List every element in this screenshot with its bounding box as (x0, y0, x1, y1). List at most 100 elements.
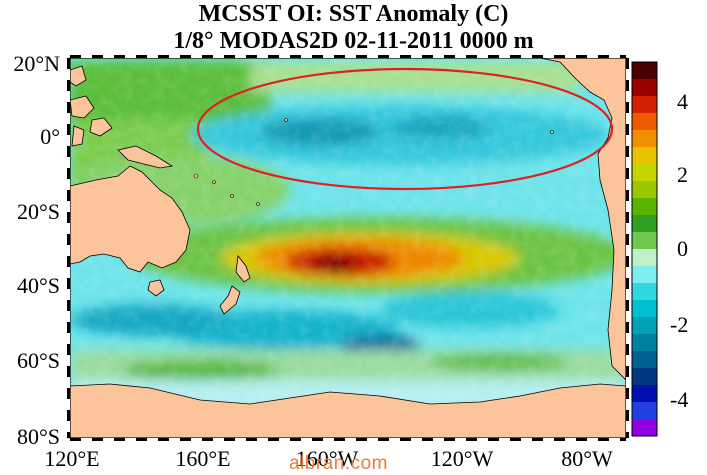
frame-tick (279, 55, 290, 58)
frame-tick (70, 55, 81, 58)
map-title-line2: 1/8° MODAS2D 02-11-2011 0000 m (173, 28, 534, 54)
frame-tick (389, 438, 400, 441)
frame-tick (411, 55, 422, 58)
lon-label-160w: 160°W (295, 446, 359, 471)
frame-tick (67, 201, 70, 212)
frame-tick (279, 438, 290, 441)
lat-label-0: 0° (40, 124, 60, 149)
colorbar-frame (631, 61, 658, 437)
frame-tick (67, 179, 70, 190)
frame-tick (499, 438, 510, 441)
frame-tick (532, 55, 543, 58)
frame-tick (626, 388, 629, 399)
frame-tick (389, 55, 400, 58)
frame-tick (67, 289, 70, 300)
frame-tick (235, 55, 246, 58)
frame-tick (565, 438, 576, 441)
frame-tick (626, 355, 629, 366)
frame-tick (587, 438, 598, 441)
ocean-field (70, 58, 626, 438)
frame-tick (147, 438, 158, 441)
frame-tick (136, 55, 147, 58)
frame-tick (301, 438, 312, 441)
frame-tick (67, 355, 70, 366)
frame-tick (626, 212, 629, 223)
lat-label-20n: 20°N (13, 51, 60, 76)
frame-tick (290, 55, 301, 58)
frame-tick (444, 55, 455, 58)
land-masses (70, 58, 626, 438)
frame-tick (224, 438, 235, 441)
frame-tick (103, 438, 114, 441)
frame-tick (444, 438, 455, 441)
frame-tick (67, 146, 70, 157)
lon-label-160e: 160°E (175, 446, 231, 471)
frame-tick (169, 55, 180, 58)
frame-tick (532, 438, 543, 441)
frame-tick (67, 157, 70, 168)
frame-tick (598, 438, 609, 441)
frame-tick (158, 55, 169, 58)
frame-tick (400, 438, 411, 441)
frame-tick (587, 55, 598, 58)
frame-tick (455, 438, 466, 441)
frame-tick (125, 438, 136, 441)
lon-label-120w: 120°W (430, 446, 494, 471)
frame-tick (626, 223, 629, 234)
frame-tick (367, 438, 378, 441)
frame-tick (521, 438, 532, 441)
frame-tick (626, 245, 629, 256)
colorbar-label-0: 0 (677, 236, 688, 261)
frame-tick (246, 438, 257, 441)
frame-tick (626, 201, 629, 212)
frame-tick (257, 438, 268, 441)
frame-tick (543, 55, 554, 58)
frame-tick (67, 69, 70, 80)
colorbar-swatch (632, 283, 657, 301)
frame-tick (191, 55, 202, 58)
frame-tick (136, 438, 147, 441)
frame-tick (626, 366, 629, 377)
colorbar-swatch (632, 181, 657, 199)
frame-tick (290, 438, 301, 441)
frame-tick (598, 55, 609, 58)
frame-tick (626, 256, 629, 267)
frame-tick (510, 55, 521, 58)
frame-tick (268, 438, 279, 441)
frame-tick (356, 438, 367, 441)
colorbar-swatch (632, 96, 657, 114)
frame-tick (257, 55, 268, 58)
frame-tick (626, 102, 629, 113)
frame-tick (67, 333, 70, 344)
frame-tick (488, 55, 499, 58)
frame-tick (67, 410, 70, 421)
colorbar-swatch (632, 62, 657, 80)
colorbar-swatch (632, 334, 657, 352)
frame-tick (626, 311, 629, 322)
frame-tick (114, 55, 125, 58)
frame-tick (67, 91, 70, 102)
frame-tick (268, 55, 279, 58)
frame-ticks (67, 55, 629, 441)
frame-tick (334, 438, 345, 441)
frame-tick (521, 55, 532, 58)
frame-tick (422, 438, 433, 441)
frame-tick (411, 438, 422, 441)
frame-tick (466, 55, 477, 58)
frame-tick (626, 399, 629, 410)
frame-tick (169, 438, 180, 441)
colorbar-swatch (632, 402, 657, 420)
frame-tick (626, 179, 629, 190)
frame-tick (378, 438, 389, 441)
frame-tick (67, 377, 70, 388)
frame-tick (576, 55, 587, 58)
frame-tick (158, 438, 169, 441)
colorbar-label-minus2: -2 (670, 312, 689, 337)
frame-tick (213, 55, 224, 58)
frame-tick (213, 438, 224, 441)
map-title-line1: MCSST OI: SST Anomaly (C) (198, 1, 509, 27)
colorbar-swatch (632, 419, 657, 437)
frame-tick (626, 190, 629, 201)
lon-label-80w: 80°W (561, 446, 613, 471)
